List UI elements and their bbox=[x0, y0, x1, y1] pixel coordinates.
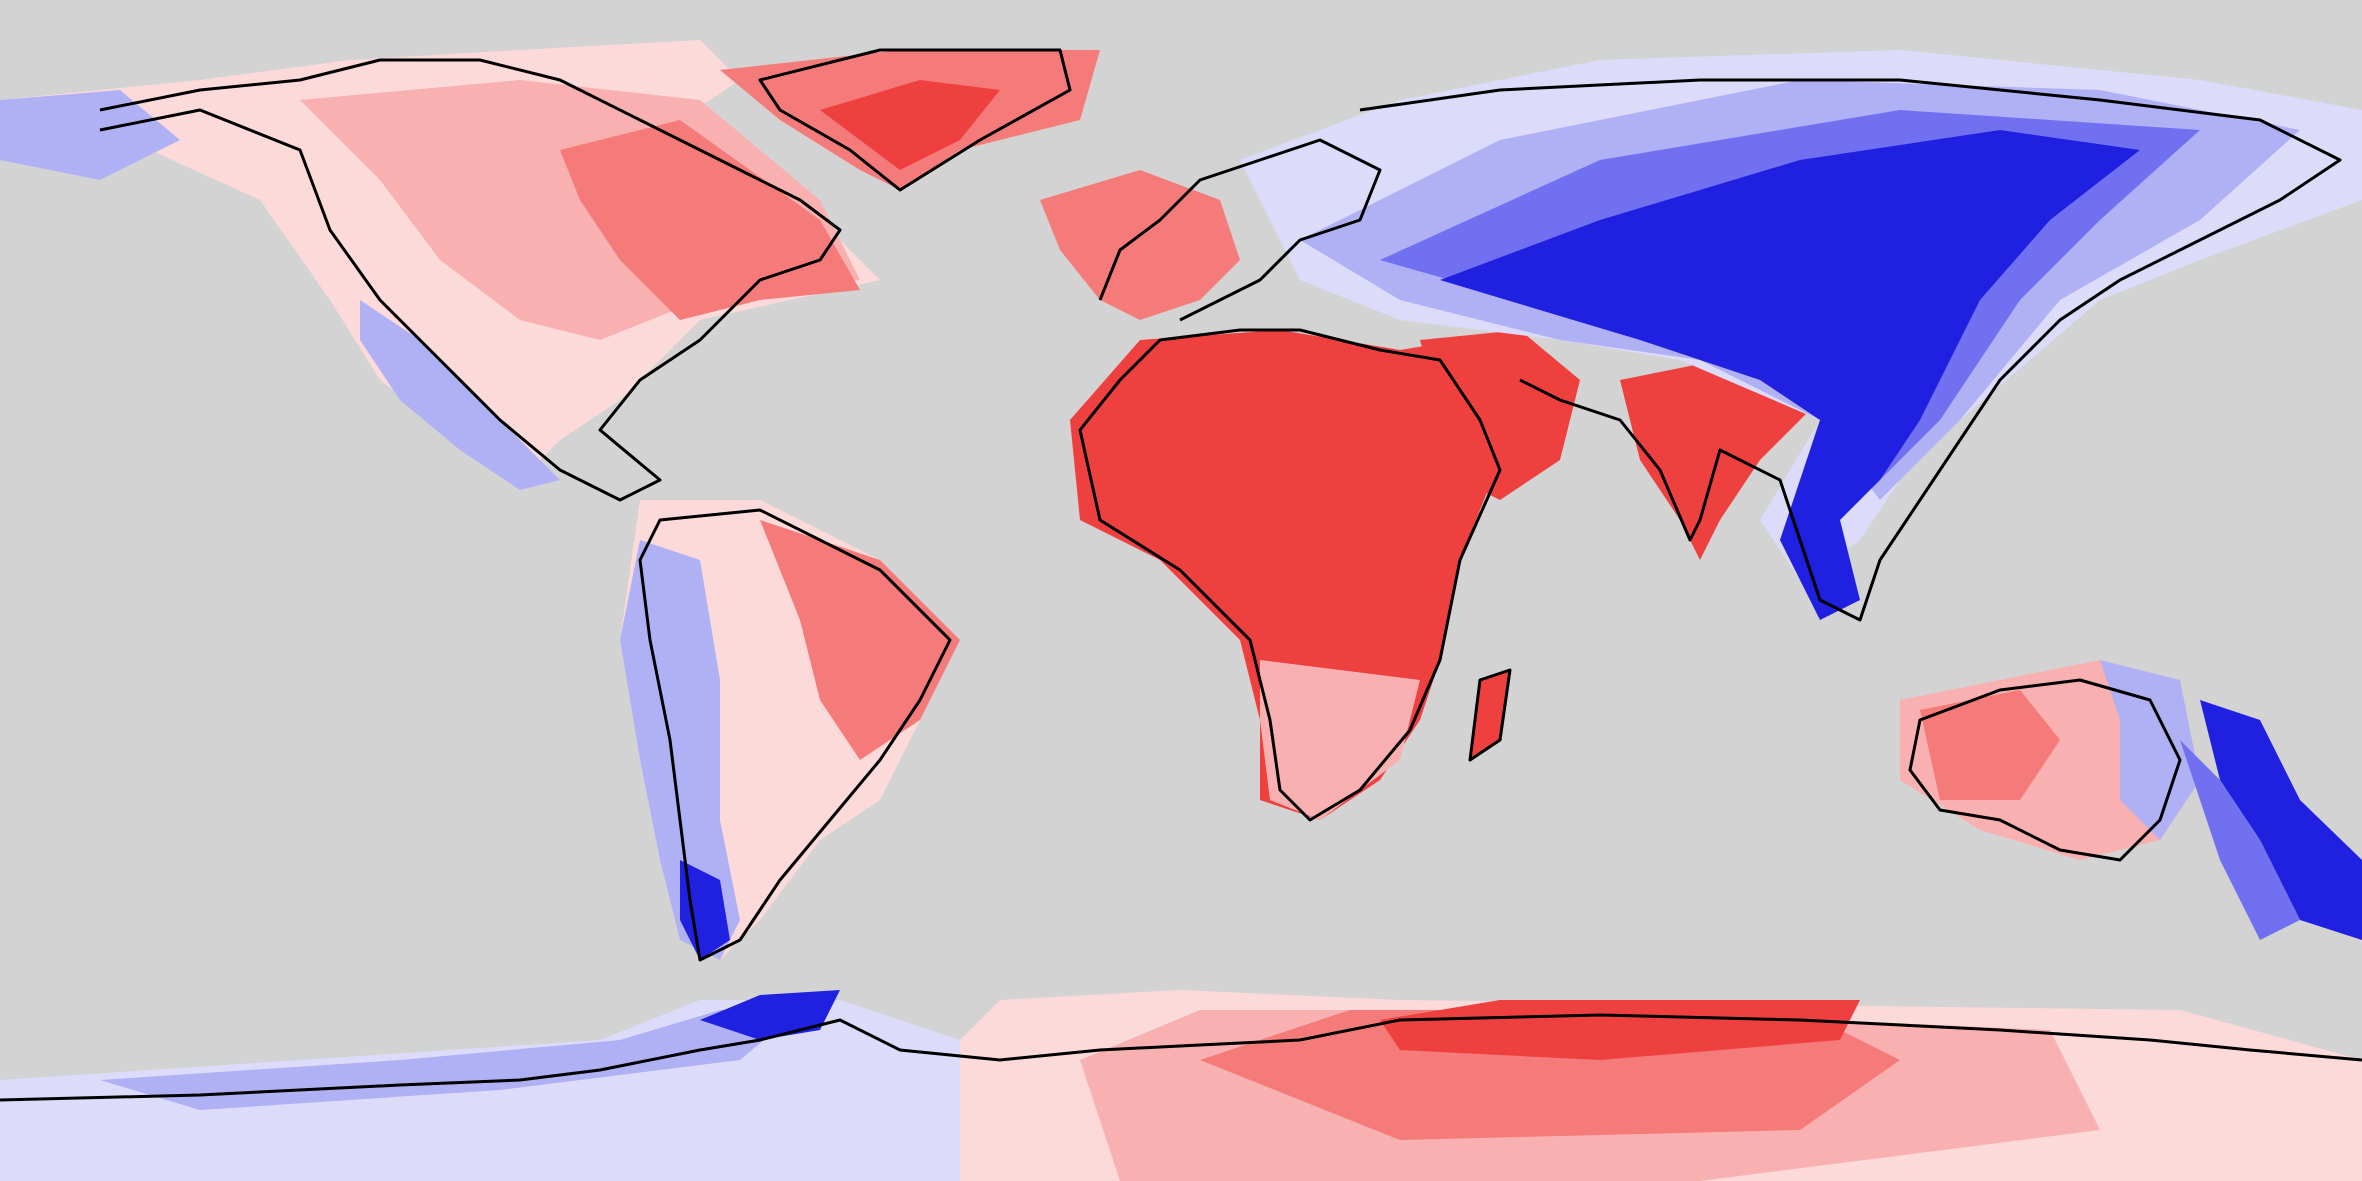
europe-red bbox=[1040, 170, 1240, 320]
new-zealand-blue-light bbox=[2180, 740, 2300, 940]
south-america-blue-strong bbox=[680, 860, 730, 960]
australia-red-core bbox=[1920, 690, 2060, 800]
india-red bbox=[1620, 360, 1820, 560]
south-america-red bbox=[760, 520, 960, 760]
antarctica-red-strong bbox=[1380, 1000, 1860, 1060]
antarctica-region bbox=[0, 990, 2362, 1181]
coastline-asia bbox=[1359, 78, 2342, 622]
north-america-region bbox=[0, 40, 1100, 490]
coastline-madagascar bbox=[1468, 668, 1512, 762]
antarctica-blue-light bbox=[100, 1010, 800, 1110]
north-america-blue-west bbox=[0, 90, 180, 180]
asia-blue-strong bbox=[1440, 130, 2140, 620]
africa-south-pale bbox=[1260, 660, 1420, 820]
coastline-south-america bbox=[638, 508, 952, 962]
north-america-red-mid bbox=[560, 120, 860, 320]
coastline-africa-europe bbox=[1078, 328, 1502, 822]
arabia-red bbox=[1420, 330, 1580, 500]
coastlines bbox=[99, 48, 2342, 962]
new-zealand-blue bbox=[2200, 700, 2362, 940]
coastline-greenland bbox=[758, 48, 1072, 192]
greenland-strong bbox=[820, 80, 1000, 170]
north-america-blue-coast bbox=[360, 300, 560, 490]
coastline-north-america bbox=[99, 58, 842, 502]
oceania-region bbox=[1900, 660, 2362, 940]
australia-blue bbox=[2100, 660, 2200, 840]
coastline-europe bbox=[1098, 138, 1382, 322]
coastline-australia bbox=[1908, 678, 2182, 862]
asia-region bbox=[1240, 50, 2362, 620]
antarctica-coastline bbox=[0, 1013, 2362, 1102]
